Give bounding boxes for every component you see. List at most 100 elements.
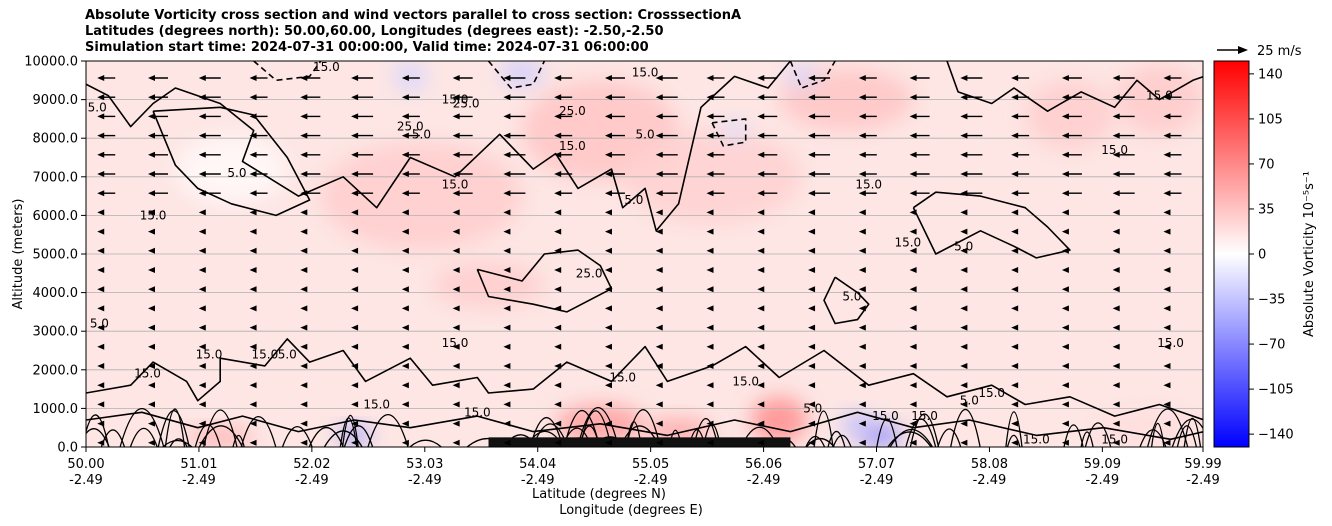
- wind-vector-head: [858, 247, 866, 254]
- wind-vector-head: [858, 439, 866, 446]
- wind-vector-head: [452, 171, 460, 177]
- wind-vector-head: [960, 324, 968, 331]
- wind-vector: [706, 324, 714, 331]
- wind-vector-head: [452, 94, 460, 101]
- wind-vector-head: [706, 75, 714, 81]
- wind-vector: [300, 267, 308, 273]
- wind-vector: [97, 286, 105, 293]
- wind-vector-head: [503, 401, 511, 408]
- wind-vector-head: [401, 363, 409, 369]
- wind-vector: [1163, 247, 1171, 254]
- wind-vector: [503, 247, 511, 254]
- wind-vector: [655, 382, 663, 389]
- wind-vector-head: [655, 209, 663, 216]
- contour-label: 15.0: [140, 208, 167, 222]
- wind-vector: [858, 324, 866, 331]
- wind-vector: [1112, 132, 1135, 139]
- wind-vector-head: [960, 420, 968, 427]
- wind-vector-head: [1163, 151, 1171, 158]
- wind-vector: [1011, 209, 1019, 216]
- wind-vector-head: [452, 151, 460, 158]
- wind-vector-head: [757, 247, 765, 254]
- wind-vector-head: [198, 113, 206, 120]
- x-tick-latitude: 50.00: [67, 457, 104, 472]
- wind-vector: [249, 382, 257, 389]
- contour-label: 15.0: [911, 409, 938, 423]
- wind-vector: [706, 343, 714, 350]
- surface-contour: [909, 413, 940, 447]
- surface-contour: [813, 410, 834, 447]
- wind-vector: [858, 171, 877, 177]
- wind-vector-head: [249, 363, 257, 369]
- wind-vector: [604, 228, 612, 235]
- wind-vector-head: [909, 151, 917, 158]
- wind-vector-head: [1163, 94, 1171, 101]
- wind-vector-head: [452, 305, 460, 312]
- wind-vector-head: [1163, 382, 1171, 389]
- wind-vector: [300, 286, 308, 293]
- wind-vector-head: [401, 132, 409, 139]
- wind-vector: [452, 209, 460, 216]
- wind-vector: [604, 151, 625, 158]
- wind-vector: [655, 305, 663, 312]
- wind-vector-head: [706, 324, 714, 331]
- wind-vector-head: [198, 439, 206, 446]
- wind-vector: [1061, 132, 1082, 139]
- wind-vector-head: [604, 171, 612, 177]
- wind-vector: [1112, 267, 1120, 273]
- wind-vector-head: [97, 267, 105, 273]
- wind-vector-head: [1011, 267, 1019, 273]
- wind-vector-head: [604, 113, 612, 120]
- wind-vector: [1163, 401, 1171, 408]
- wind-vector-head: [1163, 363, 1171, 369]
- wind-vector-head: [249, 305, 257, 312]
- wind-vector-head: [1011, 113, 1019, 120]
- contour-label: 15.0: [894, 235, 921, 249]
- wind-vector: [249, 209, 257, 216]
- wind-vector-head: [148, 132, 156, 139]
- wind-vector: [503, 420, 511, 427]
- x-tick-latitude: 56.06: [745, 457, 782, 472]
- wind-vector: [706, 439, 714, 446]
- wind-vector-head: [1061, 363, 1069, 369]
- wind-vector: [97, 151, 116, 158]
- wind-vector-head: [960, 343, 968, 350]
- wind-vector-head: [198, 420, 206, 427]
- wind-vector: [401, 209, 409, 216]
- wind-vector: [148, 190, 169, 197]
- wind-vector-head: [351, 343, 359, 350]
- wind-vector: [1061, 75, 1082, 81]
- wind-vector: [1011, 94, 1030, 101]
- contour-label: 15.0: [978, 386, 1005, 400]
- wind-vector-head: [808, 363, 816, 369]
- x-tick-longitude: -2.49: [1186, 473, 1220, 488]
- wind-vector: [249, 286, 257, 293]
- wind-vector: [148, 363, 156, 369]
- wind-vector: [452, 439, 460, 446]
- wind-vector: [351, 363, 359, 369]
- wind-vector-head: [1061, 113, 1069, 120]
- wind-vector: [401, 94, 420, 101]
- vorticity-patch: [432, 261, 545, 309]
- surface-contour: [827, 430, 846, 447]
- wind-vector: [808, 228, 816, 235]
- wind-vector: [351, 420, 359, 427]
- wind-vector-head: [1061, 267, 1069, 273]
- wind-vector: [604, 94, 625, 101]
- wind-vector-head: [554, 420, 562, 427]
- wind-vector: [604, 363, 612, 369]
- surface-contour: [1183, 417, 1202, 447]
- wind-vector-head: [757, 382, 765, 389]
- x-tick-latitude: 54.04: [519, 457, 556, 472]
- wind-vector-head: [300, 439, 308, 446]
- wind-vector-head: [351, 209, 359, 216]
- surface-contour: [164, 408, 186, 447]
- wind-vector-head: [554, 171, 562, 177]
- wind-vector: [401, 363, 409, 369]
- wind-vector: [198, 209, 206, 216]
- wind-vector: [351, 190, 374, 197]
- wind-vector-head: [1112, 132, 1120, 139]
- wind-vector: [706, 382, 714, 389]
- wind-vector-head: [300, 305, 308, 312]
- wind-vector: [300, 171, 321, 177]
